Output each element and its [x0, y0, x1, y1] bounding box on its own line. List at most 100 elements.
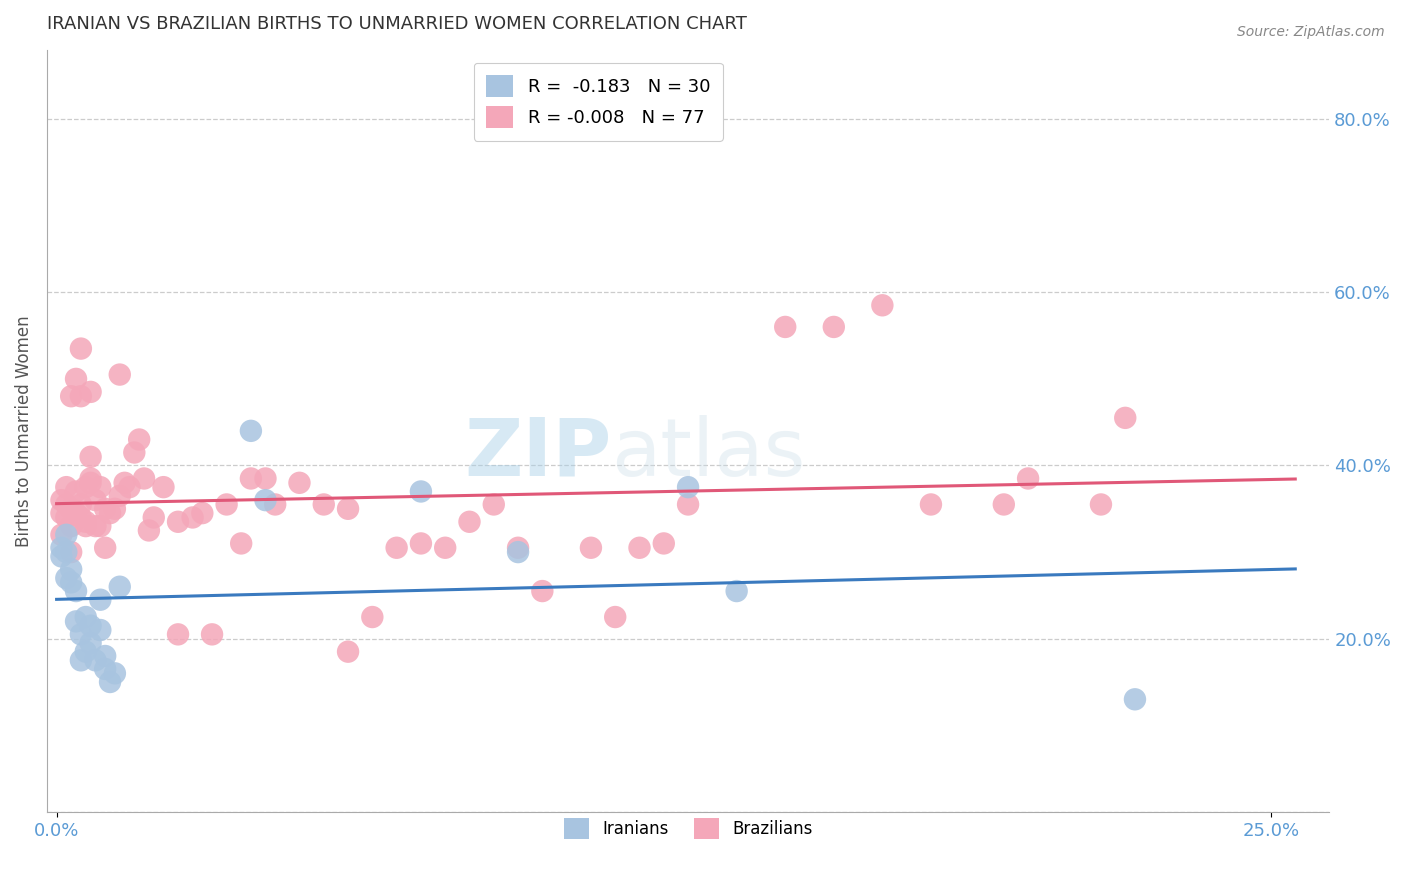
Point: [51, 541, 73, 555]
Point: [65, 584, 87, 599]
Point: [201, 627, 224, 641]
Point: [1090, 498, 1112, 512]
Point: [118, 480, 141, 494]
Text: ZIP: ZIP: [464, 415, 612, 492]
Point: [239, 424, 262, 438]
Point: [142, 510, 165, 524]
Point: [167, 627, 190, 641]
Legend: Iranians, Brazilians: Iranians, Brazilians: [557, 812, 818, 846]
Point: [55, 510, 77, 524]
Point: [70, 498, 93, 512]
Point: [89, 519, 111, 533]
Point: [51, 493, 73, 508]
Point: [385, 541, 408, 555]
Point: [506, 545, 529, 559]
Point: [823, 320, 845, 334]
Point: [652, 536, 675, 550]
Point: [773, 320, 796, 334]
Point: [60, 545, 83, 559]
Point: [506, 541, 529, 555]
Point: [79, 636, 101, 650]
Point: [104, 666, 127, 681]
Point: [79, 384, 101, 399]
Point: [108, 580, 131, 594]
Text: atlas: atlas: [612, 415, 806, 492]
Point: [75, 645, 97, 659]
Point: [84, 493, 107, 508]
Point: [1123, 692, 1146, 706]
Point: [409, 536, 432, 550]
Point: [482, 498, 505, 512]
Point: [79, 450, 101, 464]
Point: [89, 623, 111, 637]
Point: [128, 433, 150, 447]
Point: [84, 653, 107, 667]
Point: [55, 480, 77, 494]
Point: [531, 584, 554, 599]
Point: [312, 498, 335, 512]
Point: [89, 480, 111, 494]
Point: [231, 536, 253, 550]
Point: [993, 498, 1015, 512]
Point: [288, 475, 311, 490]
Point: [676, 480, 699, 494]
Point: [60, 575, 83, 590]
Point: [409, 484, 432, 499]
Point: [920, 498, 942, 512]
Point: [181, 510, 204, 524]
Point: [264, 498, 287, 512]
Point: [94, 501, 117, 516]
Text: IRANIAN VS BRAZILIAN BIRTHS TO UNMARRIED WOMEN CORRELATION CHART: IRANIAN VS BRAZILIAN BIRTHS TO UNMARRIED…: [46, 15, 747, 33]
Point: [75, 480, 97, 494]
Point: [337, 645, 360, 659]
Point: [239, 471, 262, 485]
Point: [628, 541, 651, 555]
Point: [458, 515, 481, 529]
Point: [60, 501, 83, 516]
Point: [55, 498, 77, 512]
Point: [51, 549, 73, 564]
Point: [676, 498, 699, 512]
Point: [152, 480, 174, 494]
Point: [65, 484, 87, 499]
Point: [1114, 410, 1136, 425]
Point: [75, 610, 97, 624]
Point: [79, 618, 101, 632]
Point: [108, 489, 131, 503]
Y-axis label: Births to Unmarried Women: Births to Unmarried Women: [15, 315, 32, 547]
Point: [65, 615, 87, 629]
Point: [60, 562, 83, 576]
Point: [70, 510, 93, 524]
Point: [55, 528, 77, 542]
Point: [337, 501, 360, 516]
Point: [60, 519, 83, 533]
Point: [94, 662, 117, 676]
Point: [132, 471, 155, 485]
Point: [75, 515, 97, 529]
Point: [872, 298, 894, 312]
Point: [51, 506, 73, 520]
Point: [94, 648, 117, 663]
Point: [79, 471, 101, 485]
Point: [94, 541, 117, 555]
Point: [605, 610, 627, 624]
Point: [65, 506, 87, 520]
Point: [434, 541, 457, 555]
Point: [70, 342, 93, 356]
Point: [1017, 471, 1039, 485]
Point: [108, 368, 131, 382]
Point: [55, 571, 77, 585]
Point: [104, 501, 127, 516]
Text: Source: ZipAtlas.com: Source: ZipAtlas.com: [1237, 25, 1385, 39]
Point: [70, 653, 93, 667]
Point: [361, 610, 384, 624]
Point: [70, 627, 93, 641]
Point: [60, 389, 83, 403]
Point: [579, 541, 602, 555]
Point: [725, 584, 748, 599]
Point: [75, 519, 97, 533]
Point: [191, 506, 214, 520]
Point: [98, 675, 121, 690]
Point: [79, 475, 101, 490]
Point: [89, 592, 111, 607]
